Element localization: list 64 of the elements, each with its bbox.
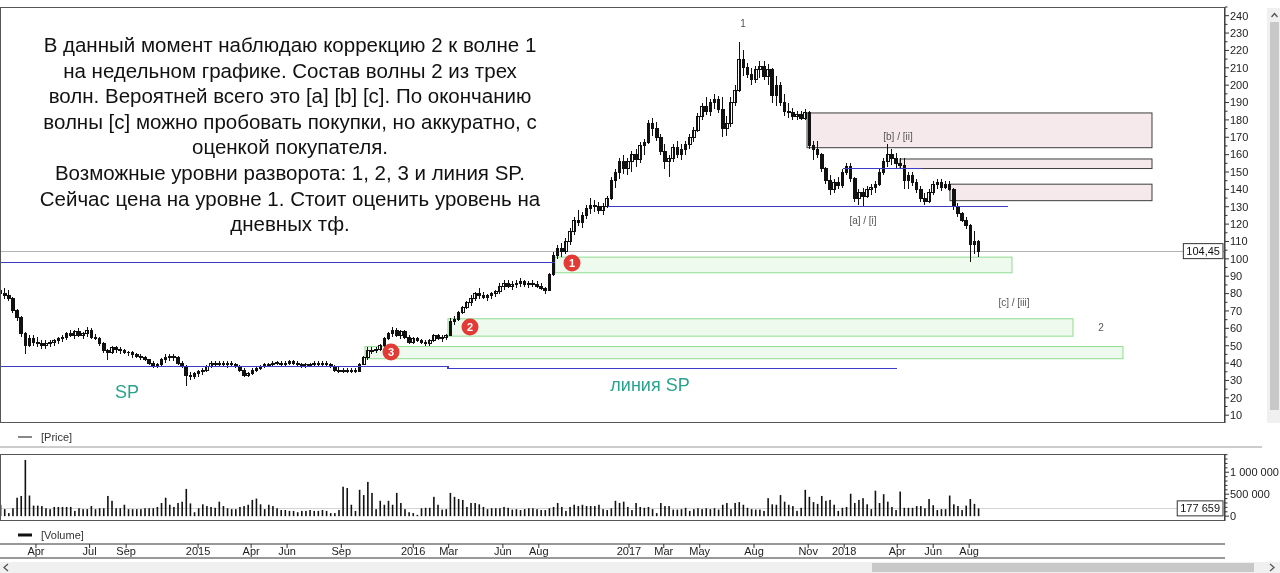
annotation: 1 <box>740 17 747 29</box>
y-tick-label: 190 <box>1230 96 1249 109</box>
x-tick-label: Aug <box>529 544 549 557</box>
x-tick-label: 2018 <box>831 544 857 557</box>
x-tick-label: Jun <box>493 544 512 557</box>
y-tick-label: 90 <box>1230 270 1243 283</box>
x-tick-label: Jun <box>924 544 943 557</box>
y-tick-label: 120 <box>1230 217 1249 230</box>
y-tick-label: 1 000 000 <box>1230 466 1279 479</box>
x-tick-label: Nov <box>798 544 819 557</box>
annotation: линия SP <box>610 375 690 396</box>
y-tick-label: 180 <box>1230 113 1249 126</box>
x-tick-label: Apr <box>888 544 907 557</box>
legend-label: [Volume] <box>41 528 84 541</box>
annotation: Возможные уровни разворота: 1, 2, 3 и линия SP. <box>54 161 526 184</box>
y-tick-label: 160 <box>1230 148 1249 161</box>
x-tick-label: Sep <box>331 544 352 557</box>
y-tick-label: 140 <box>1230 183 1249 196</box>
x-tick-label: Sep <box>116 544 136 557</box>
y-tick-label: 30 <box>1230 374 1243 387</box>
annotation: [b] / [ii] <box>883 131 913 142</box>
x-tick-label: 2017 <box>616 544 642 557</box>
y-tick-label: 130 <box>1230 200 1249 213</box>
x-tick-label: Jul <box>82 544 97 557</box>
y-tick-label: 200 <box>1230 79 1249 92</box>
y-tick-label: 70 <box>1230 304 1243 317</box>
x-tick-label: 2016 <box>401 544 426 557</box>
y-tick-label: 110 <box>1230 235 1248 248</box>
ref-line-label: 177 659 <box>1180 502 1220 515</box>
x-tick-label: Jun <box>278 544 296 557</box>
y-tick-label: 500 000 <box>1230 488 1270 501</box>
x-tick-label: Mar <box>654 544 674 557</box>
y-tick-label: 60 <box>1230 322 1243 335</box>
x-tick-label: Mar <box>439 544 459 557</box>
y-tick-label: 170 <box>1230 131 1249 144</box>
x-tick-label: Aug <box>744 544 764 557</box>
annotation: [c] / [iii] <box>998 296 1030 308</box>
y-tick-label: 50 <box>1230 339 1243 352</box>
x-tick-label: May <box>689 544 711 557</box>
y-tick-label: 0 <box>1230 510 1237 523</box>
annotation: 2 <box>1098 321 1105 333</box>
y-tick-label: 240 <box>1230 9 1249 22</box>
ref-line-label: 104,45 <box>1186 244 1220 257</box>
legend-label: [Price] <box>41 430 73 443</box>
y-tick-label: 150 <box>1230 165 1249 178</box>
y-tick-label: 10 <box>1230 409 1243 422</box>
y-tick-label: 80 <box>1230 287 1243 300</box>
y-tick-label: 40 <box>1230 356 1243 369</box>
annotation: SP <box>114 382 140 403</box>
annotation: [a] / [i] <box>849 215 877 226</box>
annotation: Сейчас цена на уровне 1. Стоит оценить уровень на дневных тф. <box>39 186 541 236</box>
annotation: 2 <box>466 320 474 333</box>
annotation: 1 <box>568 256 576 269</box>
annotation: 3 <box>387 345 395 358</box>
y-tick-label: 20 <box>1230 391 1243 404</box>
x-tick-label: Apr <box>27 544 45 557</box>
annotation: В данный момент наблюдаю коррекцию 2 к волне 1 на недельном графике. Состав волны 2 из трех волн. Вероятней всего это [a] [b] [c]. По окончанию волны [c] можно пробовать покупки, но аккуратно, с оценкой покупателя. <box>43 33 537 159</box>
y-tick-label: 230 <box>1230 26 1249 39</box>
y-tick-label: 100 <box>1230 252 1249 265</box>
x-tick-label: Aug <box>959 544 979 557</box>
x-tick-label: Apr <box>242 544 261 557</box>
y-tick-label: 210 <box>1230 61 1249 74</box>
x-tick-label: 2015 <box>185 544 211 557</box>
y-tick-label: 220 <box>1230 44 1249 57</box>
